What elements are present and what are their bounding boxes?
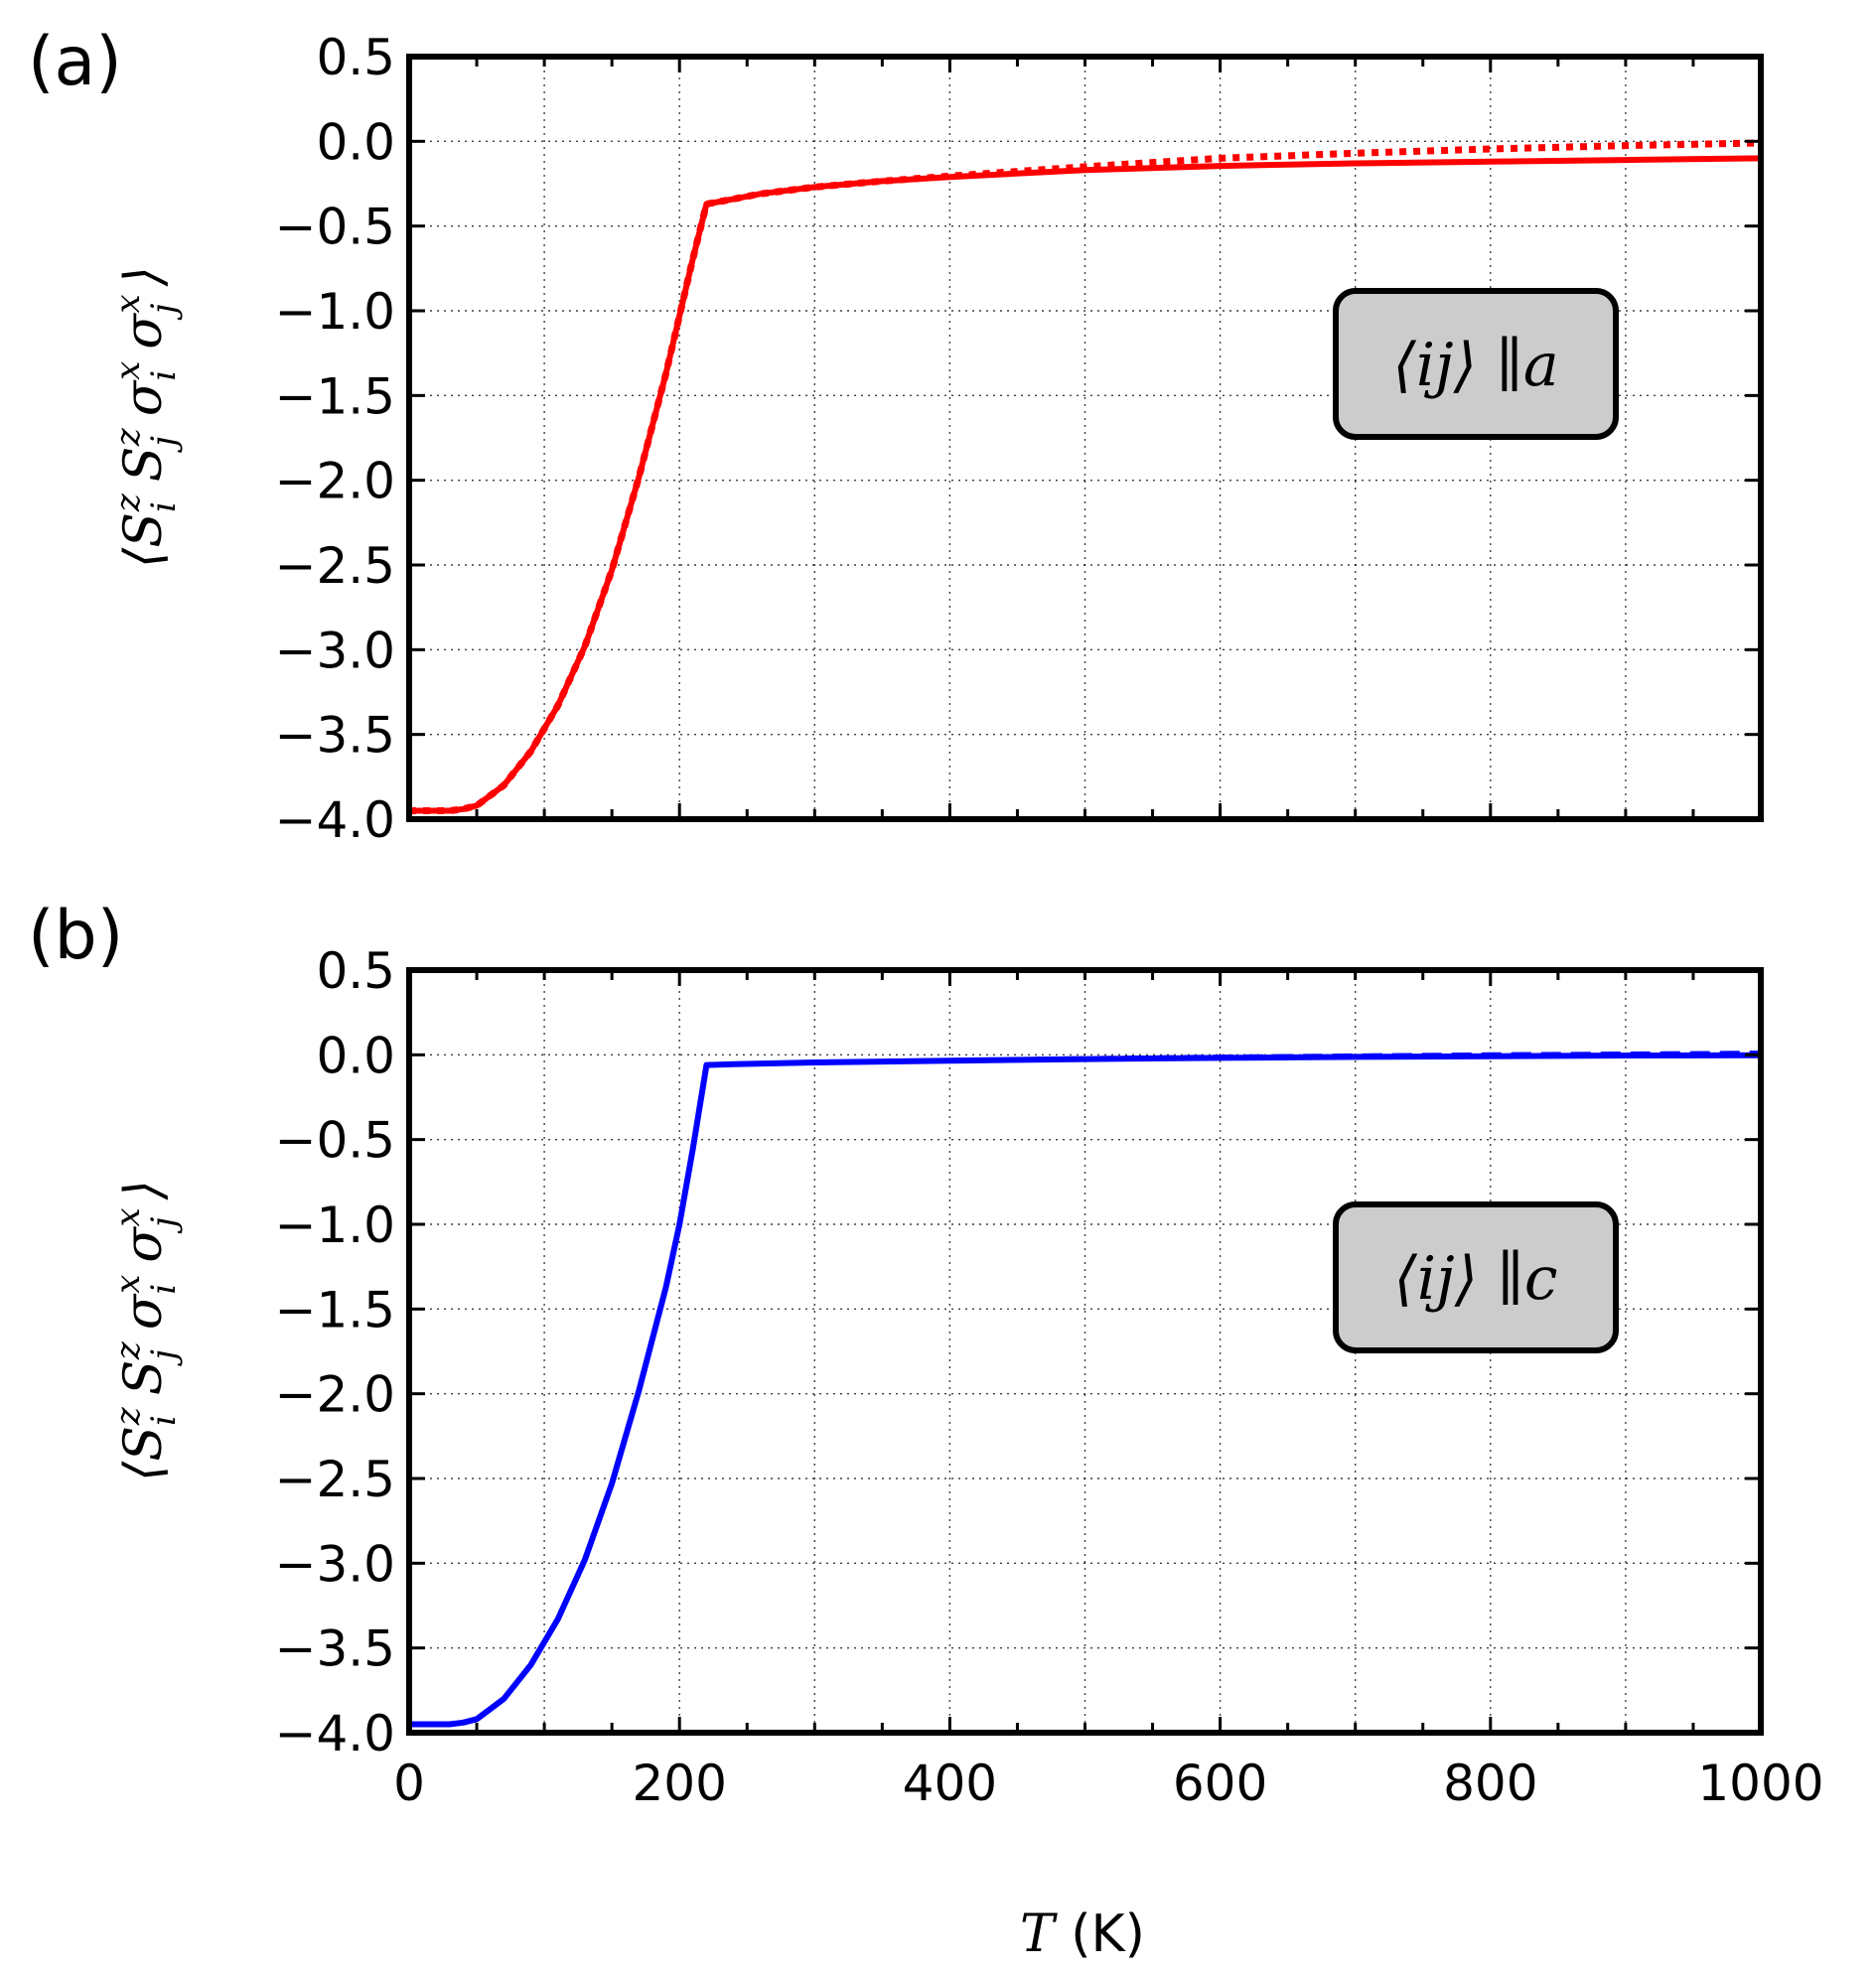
series-line-solid: [409, 155, 1762, 814]
y-tick-label: −1.0: [275, 283, 395, 341]
y-tick-label: −3.0: [275, 622, 395, 679]
x-tick-label: 600: [1173, 1755, 1267, 1812]
series-line-dotted: [409, 139, 1762, 814]
y-tick-label: −1.5: [275, 367, 395, 425]
x-tick-label: 800: [1443, 1755, 1537, 1812]
legend-axis-a: a: [1523, 331, 1559, 400]
y-tick-label: −2.0: [275, 1366, 395, 1424]
series-group-b: [409, 1051, 1762, 1728]
legend-a: ⟨ij⟩ ∥a: [1333, 288, 1619, 440]
y-tick-label: −2.0: [275, 453, 395, 510]
x-tick-label: 400: [903, 1755, 997, 1812]
y-tick-label: −4.0: [275, 791, 395, 849]
y-tick-label: −3.0: [275, 1535, 395, 1593]
panel-a: (a) ⟨SizSjzσixσjx⟩ ⟨ij⟩ ∥a 0.5 0.0 −0.5 −1.…: [28, 23, 1764, 849]
y-tick-label: −3.5: [275, 707, 395, 765]
y-tick-label: −0.5: [275, 199, 395, 256]
y-tick-label: −1.0: [275, 1197, 395, 1254]
panel-b: (b) ⟨SizSjzσixσjx⟩ ⟨ij⟩ ∥c 0.5 0.0 −0.5 −1.…: [28, 897, 1824, 1812]
panel-label-b: (b): [28, 897, 123, 975]
y-tick-label: −1.5: [275, 1281, 395, 1338]
legend-axis-b: c: [1524, 1244, 1558, 1314]
panel-label-a: (a): [28, 23, 122, 101]
x-tick-label: 200: [632, 1755, 726, 1812]
y-tick-label: −3.5: [275, 1620, 395, 1678]
y-tick-label: −4.0: [275, 1705, 395, 1762]
series-line-dashed: [409, 1051, 1762, 1727]
legend-text-a: ⟨ij⟩ ∥: [1392, 331, 1522, 400]
y-axis-label-a: ⟨SizSjzσixσjx⟩: [108, 266, 184, 568]
y-tick-label: −0.5: [275, 1112, 395, 1170]
y-tick-label: 0.5: [316, 942, 395, 1000]
y-tick-label: 0.0: [316, 1027, 395, 1084]
svg-text:⟨ij⟩ ∥c: ⟨ij⟩ ∥c: [1393, 1244, 1557, 1314]
x-tick-label: 1000: [1697, 1755, 1823, 1812]
y-tick-label: 0.0: [316, 113, 395, 171]
x-axis-label: T (K): [1020, 1904, 1145, 1964]
legend-text-b: ⟨ij⟩ ∥: [1393, 1244, 1523, 1314]
y-tick-label: 0.5: [316, 29, 395, 86]
series-group-a: [409, 139, 1762, 814]
y-tick-label: −2.5: [275, 537, 395, 595]
y-tick-label: −2.5: [275, 1451, 395, 1508]
x-tick-label: 0: [393, 1755, 425, 1812]
svg-text:⟨ij⟩ ∥a: ⟨ij⟩ ∥a: [1392, 331, 1558, 400]
legend-b: ⟨ij⟩ ∥c: [1333, 1201, 1619, 1353]
y-axis-label-b: ⟨SizSjzσixσjx⟩: [108, 1180, 184, 1481]
